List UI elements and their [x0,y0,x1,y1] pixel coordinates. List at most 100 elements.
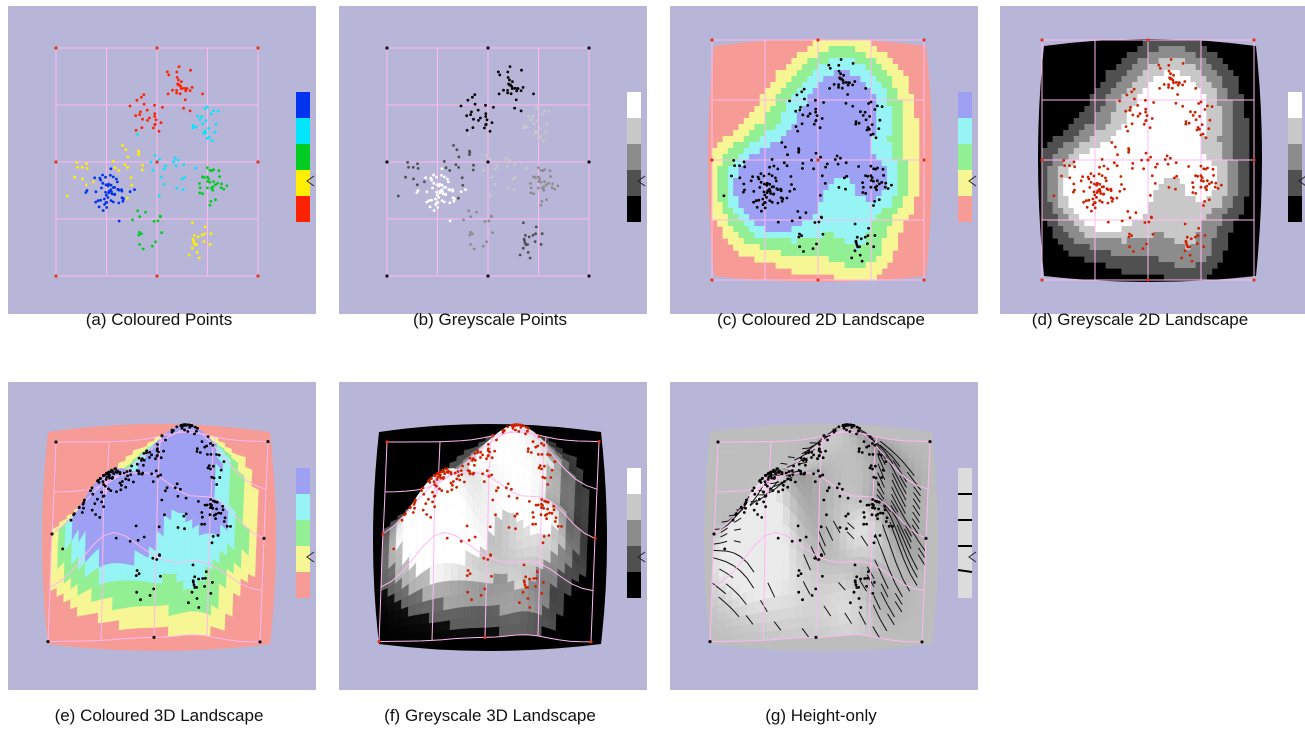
landscape-cell [1126,76,1133,83]
data-point [1194,118,1198,122]
landscape-cell [1158,58,1165,65]
landscape-cell [1137,64,1144,71]
data-point [106,196,110,199]
landscape-cell [1174,274,1181,281]
data-point [1150,216,1153,220]
colour-bar-band [627,92,641,118]
landscape-cell [1238,130,1244,137]
landscape-cell [780,70,787,77]
data-point [1093,182,1096,186]
surface-facet [196,623,204,636]
landscape-cell [1047,220,1054,227]
landscape-cell [1169,202,1176,209]
landscape-cell [812,262,819,269]
data-point [435,201,439,204]
landscape-cell [1206,148,1213,155]
data-point [154,118,158,122]
landscape-cell [833,124,840,131]
data-point [1068,176,1072,180]
surface-facet [69,455,77,463]
grid-node [922,38,926,42]
landscape-cell [892,166,899,173]
landscape-cell [1121,142,1128,149]
landscape-cell [881,166,888,173]
landscape-cell [823,202,830,209]
landscape-cell [871,196,877,203]
data-point [1082,200,1085,204]
data-point [1206,104,1209,108]
colour-bar [296,468,315,598]
landscape-cell [1105,196,1112,203]
surface-facet [90,448,99,456]
landscape-cell [1148,58,1154,65]
data-point [471,168,475,172]
landscape-cell [818,208,824,215]
landscape-cell [881,136,888,143]
landscape-cell [1216,76,1223,83]
data-point [1096,189,1100,193]
surface-facet [76,454,84,463]
landscape-cell [902,184,909,191]
data-point [104,201,108,204]
landscape-cell [833,40,840,47]
landscape-cell [818,76,824,83]
surface-facet [55,611,64,621]
landscape-cell [1068,124,1075,131]
data-point [132,480,135,484]
landscape-cell [1100,142,1107,149]
data-point [140,457,144,460]
data-point [872,204,875,207]
landscape-cell [1084,142,1091,149]
landscape-cell [1158,190,1165,197]
landscape-cell [1179,52,1186,59]
landscape-cell [886,238,893,245]
colour-bar [296,92,315,222]
landscape-cell [855,58,861,65]
landscape-cell [1195,250,1202,257]
landscape-cell [1179,70,1186,77]
colour-bar-band [296,118,310,144]
data-point [853,80,857,83]
landscape-cell [1137,220,1144,227]
landscape-cell [833,100,840,107]
landscape-cell [871,82,877,89]
landscape-cell [1132,202,1138,209]
landscape-cell [1227,178,1234,185]
landscape-cell [828,250,835,257]
data-point [162,167,166,171]
landscape-cell [712,202,718,209]
landscape-cell [1084,220,1091,227]
landscape-cell [780,262,787,269]
landscape-cell [807,160,814,167]
landscape-cell [1142,190,1149,197]
surface-facet [75,468,84,476]
landscape-cell [1153,40,1160,47]
data-point [432,209,436,212]
data-point [1142,167,1145,171]
landscape-cell [855,202,861,209]
data-point [529,118,533,121]
landscape-cell [1079,142,1085,149]
landscape-cell [812,214,819,221]
landscape-cell [765,256,771,263]
surface-facet [414,448,423,456]
landscape-cell [1132,226,1138,233]
panel-greyscale-3d-landscape [339,382,647,690]
landscape-cell [881,232,888,239]
landscape-cell [828,124,835,131]
data-point [140,232,143,236]
landscape-cell [1185,136,1191,143]
landscape-cell [1216,118,1223,125]
landscape-cell [1179,106,1186,113]
colour-bar-band [1288,170,1302,196]
landscape-cell [1132,232,1138,239]
landscape-cell [1211,226,1218,233]
data-point [528,256,532,260]
landscape-cell [1084,124,1091,131]
surface-facet [147,594,156,607]
landscape-cell [727,226,734,233]
landscape-cell [770,244,777,251]
data-point [801,162,805,165]
landscape-cell [802,154,808,161]
data-point [1190,259,1194,263]
